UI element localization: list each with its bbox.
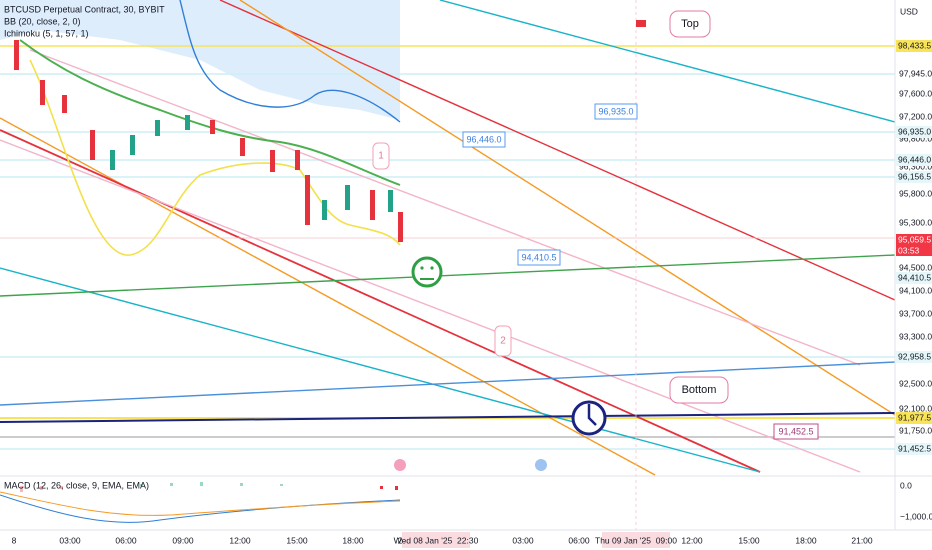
cursor-label-bg — [402, 532, 470, 548]
time-label: 03:00 — [512, 535, 534, 545]
cursor-label: Wed 08 Jan '25 22:30 — [394, 535, 479, 545]
price-marker-bg — [896, 443, 932, 455]
countdown: 03:53 — [898, 245, 920, 255]
callouts: Top Bottom 96,935.0 96,446.0 94,410.5 91… — [372, 10, 819, 440]
price-marker: 98,433.5 — [898, 40, 931, 50]
price-marker-bg — [896, 272, 932, 284]
icons — [394, 20, 646, 471]
price-label: 97,600.0 — [899, 88, 932, 98]
price-marker-bg — [896, 154, 932, 166]
price-marker: 96,446.0 — [898, 154, 931, 164]
wave-label: 1 — [378, 151, 384, 162]
price-marker: 92,958.5 — [898, 351, 931, 361]
time-label: 18:00 — [795, 535, 817, 545]
price-label: 95,800.0 — [899, 188, 932, 198]
price-marker-bg — [896, 412, 932, 424]
price-label: 94,100.0 — [899, 285, 932, 295]
symbol-title: BTCUSD Perpetual Contract, 30, BYBIT — [4, 4, 165, 14]
time-label: 15:00 — [286, 535, 308, 545]
time-label: 09:00 — [172, 535, 194, 545]
callout-price: 94,410.5 — [521, 252, 556, 262]
price-label: 93,300.0 — [899, 331, 932, 341]
drawings — [0, 0, 896, 530]
price-label: 91,750.0 — [899, 425, 932, 435]
time-label: 8 — [12, 535, 17, 545]
callout-price: 96,446.0 — [466, 134, 501, 144]
price-marker: 94,410.5 — [898, 272, 931, 282]
price-label: 92,500.0 — [899, 378, 932, 388]
price-label: 97,945.0 — [899, 68, 932, 78]
cursor-label: Thu 09 Jan '25 09:00 — [595, 535, 677, 545]
price-marker-bg — [896, 171, 932, 183]
price-label: 92,100.0 — [899, 403, 932, 413]
indicator-label: BB (20, close, 2, 0) — [4, 16, 81, 26]
time-label: 12:00 — [229, 535, 251, 545]
callout-price: 91,452.5 — [778, 426, 813, 436]
ichimoku-cloud — [0, 0, 400, 120]
price-label: 95,300.0 — [899, 217, 932, 227]
macd-plot — [0, 482, 401, 523]
price-marker: 96,935.0 — [898, 126, 931, 136]
price-label: 97,200.0 — [899, 111, 932, 121]
price-marker-bg — [896, 234, 932, 256]
price-marker-bg — [896, 351, 932, 363]
time-label: 06:00 — [568, 535, 590, 545]
candles — [14, 40, 403, 242]
macd-axis-label: 0.0 — [900, 480, 912, 490]
price-marker-bg — [896, 126, 932, 138]
cursor-label-bg — [602, 532, 670, 548]
time-label: 15:00 — [738, 535, 760, 545]
price-label: 94,500.0 — [899, 262, 932, 272]
price-label: 96,300.0 — [899, 161, 932, 171]
indicator-label: Ichimoku (5, 1, 57, 1) — [4, 28, 89, 38]
callout-top: Top — [681, 18, 699, 30]
price-marker: 96,156.5 — [898, 171, 931, 181]
currency: USD — [900, 6, 918, 16]
time-label: 18:00 — [342, 535, 364, 545]
time-label: 12:00 — [681, 535, 703, 545]
macd-title: MACD (12, 26, close, 9, EMA, EMA) — [4, 480, 149, 490]
macd-axis-label: −1,000.0 — [900, 511, 932, 521]
time-label: 06:00 — [115, 535, 137, 545]
price-marker: 95,059.5 — [898, 234, 931, 244]
price-marker: 91,452.5 — [898, 443, 931, 453]
callout-price: 96,935.0 — [598, 106, 633, 116]
price-marker-bg — [896, 40, 932, 52]
price-label: 96,800.0 — [899, 133, 932, 143]
time-label: 03:00 — [59, 535, 81, 545]
price-label: 93,700.0 — [899, 308, 932, 318]
callout-bottom: Bottom — [682, 384, 717, 396]
time-label: 21:00 — [851, 535, 873, 545]
price-marker: 91,977.5 — [898, 412, 931, 422]
wave-label: 2 — [500, 336, 506, 347]
time-label: 2 — [398, 535, 403, 545]
